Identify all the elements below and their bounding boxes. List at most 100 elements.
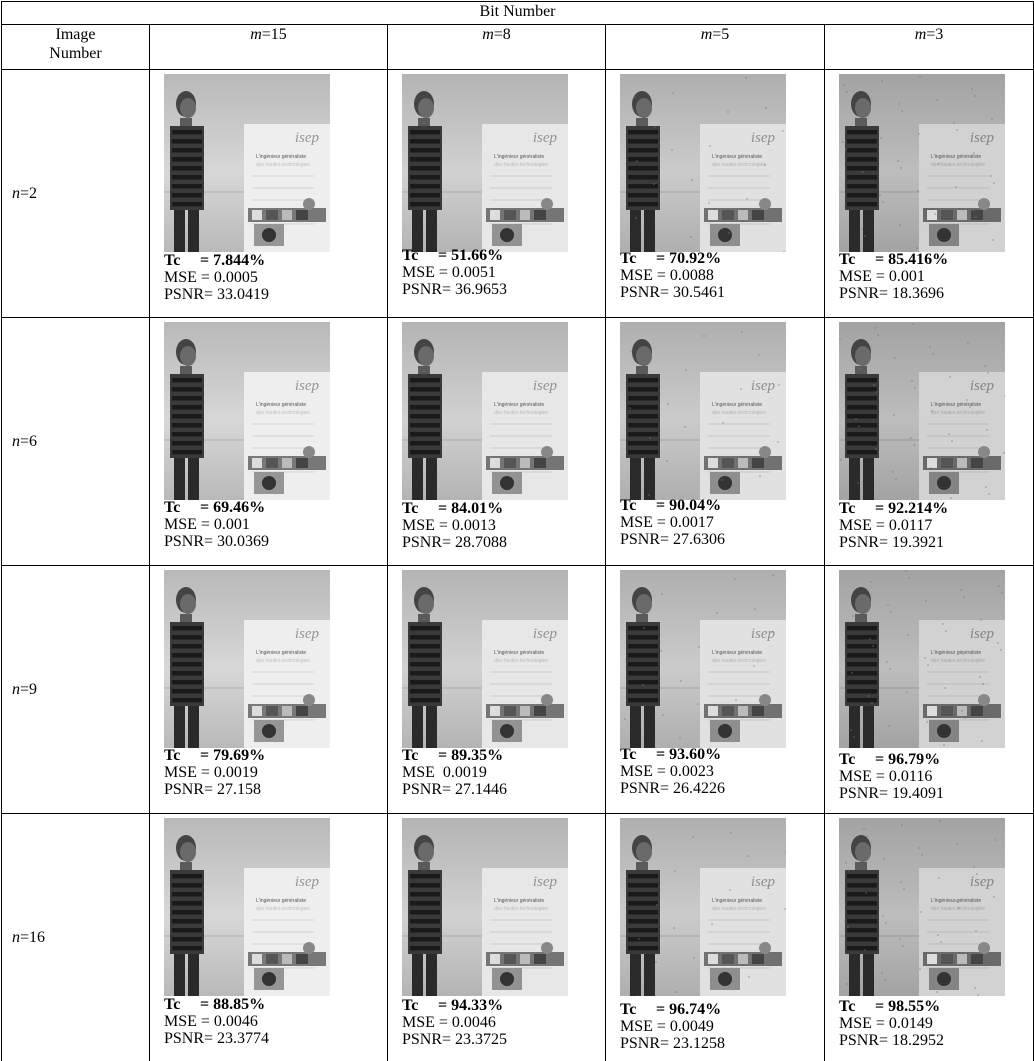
svg-text:L'ingénieur généraliste: L'ingénieur généraliste	[494, 402, 544, 408]
tc-value: Tc= 88.85%	[164, 996, 269, 1013]
tc-number: = 90.04%	[656, 497, 721, 514]
tc-number: = 89.35%	[438, 747, 503, 764]
svg-text:isep: isep	[295, 626, 320, 642]
tc-value: Tc= 84.01%	[402, 500, 507, 517]
svg-text:des hautes technologies: des hautes technologies	[712, 410, 766, 416]
tc-label: Tc	[402, 500, 438, 517]
row-value: =2	[20, 185, 37, 202]
mse-value: MSE = 0.0017	[620, 514, 725, 531]
mse-value: MSE = 0.0117	[839, 517, 948, 534]
tc-number: = 93.60%	[656, 746, 721, 763]
svg-text:des hautes technologies: des hautes technologies	[494, 658, 548, 664]
svg-text:L'ingénieur généraliste: L'ingénieur généraliste	[494, 154, 544, 160]
bit-number-header: Bit Number	[2, 2, 1034, 25]
column-var: m	[250, 26, 262, 43]
row-label: n=9	[2, 566, 150, 814]
row-label: n=2	[2, 70, 150, 318]
row-value: =6	[20, 433, 37, 450]
tc-number: = 88.85%	[200, 996, 265, 1013]
column-value: =3	[926, 26, 943, 43]
tc-label: Tc	[620, 497, 656, 514]
psnr-value: PSNR= 36.9653	[402, 281, 507, 298]
tc-value: Tc= 70.92%	[620, 250, 725, 267]
svg-text:L'ingénieur généraliste: L'ingénieur généraliste	[712, 898, 762, 904]
row-var: n	[12, 185, 20, 202]
tc-number: = 85.416%	[875, 251, 948, 268]
mse-value: MSE = 0.0046	[164, 1013, 269, 1030]
svg-text:isep: isep	[751, 130, 776, 146]
tc-label: Tc	[402, 747, 438, 764]
tc-label: Tc	[839, 500, 875, 517]
row-label: n=16	[2, 814, 150, 1061]
psnr-value: PSNR= 23.3725	[402, 1031, 507, 1048]
tc-label: Tc	[164, 996, 200, 1013]
column-header-m5: m=5	[606, 25, 825, 70]
tc-value: Tc= 94.33%	[402, 997, 507, 1014]
psnr-value: PSNR= 30.0369	[164, 533, 269, 550]
psnr-value: PSNR= 27.1446	[402, 781, 507, 798]
mse-value: MSE = 0.0013	[402, 517, 507, 534]
row-var: n	[12, 433, 20, 450]
svg-text:L'ingénieur généraliste: L'ingénieur généraliste	[712, 402, 762, 408]
mse-value: MSE = 0.001	[164, 516, 269, 533]
svg-text:des hautes technologies: des hautes technologies	[712, 906, 766, 912]
tc-value: Tc= 79.69%	[164, 747, 265, 764]
mse-value: MSE = 0.0046	[402, 1014, 507, 1031]
row-var: n	[12, 929, 20, 946]
image-number-header: Image Number	[2, 25, 150, 70]
mse-value: MSE = 0.0088	[620, 267, 725, 284]
svg-text:isep: isep	[751, 378, 776, 394]
column-value: =8	[494, 26, 511, 43]
svg-text:isep: isep	[970, 874, 995, 890]
tc-label: Tc	[402, 247, 438, 264]
svg-text:L'ingénieur généraliste: L'ingénieur généraliste	[712, 154, 762, 160]
tc-value: Tc= 93.60%	[620, 746, 725, 763]
tc-value: Tc= 98.55%	[839, 998, 944, 1015]
tc-label: Tc	[839, 751, 875, 768]
tc-label: Tc	[164, 499, 200, 516]
psnr-value: PSNR= 18.2952	[839, 1032, 944, 1049]
column-var: m	[701, 26, 713, 43]
svg-text:des hautes technologies: des hautes technologies	[256, 410, 310, 416]
svg-text:L'ingénieur généraliste: L'ingénieur généraliste	[931, 154, 981, 160]
svg-text:des hautes technologies: des hautes technologies	[256, 906, 310, 912]
image-number-line2: Number	[2, 44, 149, 63]
tc-number: = 7.844%	[200, 252, 265, 269]
tc-label: Tc	[839, 251, 875, 268]
mse-value: MSE = 0.001	[839, 268, 948, 285]
svg-text:L'ingénieur généraliste: L'ingénieur généraliste	[494, 898, 544, 904]
svg-text:des hautes technologies: des hautes technologies	[931, 658, 985, 664]
svg-text:isep: isep	[295, 130, 320, 146]
psnr-value: PSNR= 19.4091	[839, 785, 944, 802]
psnr-value: PSNR= 27.158	[164, 781, 265, 798]
svg-text:isep: isep	[751, 626, 776, 642]
svg-text:des hautes technologies: des hautes technologies	[494, 410, 548, 416]
psnr-value: PSNR= 28.7088	[402, 534, 507, 551]
image-number-line1: Image	[2, 25, 149, 44]
svg-text:L'ingénieur généraliste: L'ingénieur généraliste	[256, 402, 306, 408]
tc-value: Tc= 96.74%	[620, 1001, 725, 1018]
svg-text:isep: isep	[295, 378, 320, 394]
tc-value: Tc= 7.844%	[164, 252, 269, 269]
